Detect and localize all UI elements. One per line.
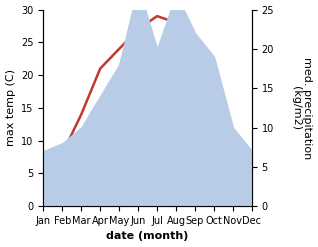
Y-axis label: max temp (C): max temp (C) (5, 69, 16, 146)
Y-axis label: med. precipitation
(kg/m2): med. precipitation (kg/m2) (291, 57, 313, 159)
X-axis label: date (month): date (month) (107, 231, 189, 242)
